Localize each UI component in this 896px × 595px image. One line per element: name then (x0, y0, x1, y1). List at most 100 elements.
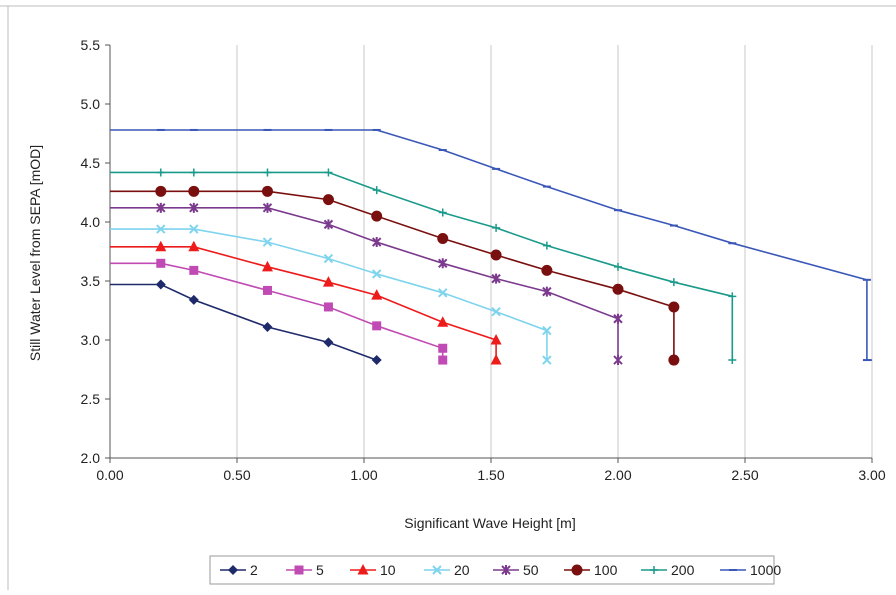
legend-item-50: 50 (493, 562, 539, 578)
x-tick-label: 1.00 (350, 467, 377, 483)
y-tick-label: 2.5 (81, 391, 101, 407)
data-point (155, 185, 167, 197)
gridlines (236, 45, 873, 458)
series-200 (110, 168, 737, 365)
legend-swatch-marker (501, 565, 511, 575)
tick-labels: 0.00 0.50 1.00 1.50 2.00 2.50 3.00 2.0 2.5 3.0 3.5… (81, 37, 886, 483)
data-point (372, 321, 382, 331)
data-point (323, 219, 334, 230)
data-point (188, 240, 200, 252)
data-point (189, 265, 199, 275)
data-point (437, 316, 449, 327)
data-point (262, 285, 272, 295)
data-point (189, 168, 198, 177)
series-line-5 (110, 262, 444, 361)
data-point (613, 313, 623, 324)
legend-item-20: 20 (424, 562, 470, 578)
y-tick-label: 5.0 (81, 96, 101, 112)
data-point (614, 262, 622, 271)
data-point (372, 186, 381, 195)
data-point (668, 301, 680, 313)
x-tick-label: 0.50 (223, 467, 250, 483)
legend-label: 200 (671, 562, 695, 578)
legend-label: 20 (454, 562, 470, 578)
data-point (323, 253, 334, 264)
data-point (156, 224, 166, 234)
data-point (438, 343, 448, 353)
legend-label: 1000 (750, 562, 781, 578)
data-point (261, 260, 273, 272)
data-point (542, 241, 551, 250)
data-point (669, 278, 678, 287)
data-point (490, 354, 502, 365)
data-point (490, 249, 502, 261)
y-tick-label: 4.5 (81, 155, 101, 171)
series-line-100 (110, 190, 675, 361)
legend: 2 5 10 20 50 100 200 1000 (209, 555, 781, 585)
legend-swatch-marker (571, 564, 583, 576)
y-tick-label: 3.5 (81, 273, 101, 289)
data-point (491, 273, 501, 284)
data-point (491, 306, 501, 317)
data-point (542, 355, 552, 365)
x-tick-label: 3.00 (858, 467, 885, 483)
x-tick-label: 0.00 (96, 467, 123, 483)
axes (105, 44, 873, 463)
y-tick-label: 2.0 (81, 450, 101, 466)
data-point (542, 286, 552, 297)
data-point (541, 264, 553, 276)
y-tick-label: 4.0 (81, 214, 101, 230)
data-point (371, 289, 383, 300)
data-point (371, 210, 383, 222)
series-20 (110, 224, 552, 365)
data-point (189, 202, 199, 213)
data-point (437, 233, 449, 245)
data-point (188, 185, 200, 197)
legend-label: 10 (380, 562, 396, 578)
data-point (322, 276, 334, 287)
legend-swatch-marker (228, 565, 238, 575)
data-point (490, 334, 502, 345)
legend-label: 100 (594, 562, 618, 578)
data-point (613, 355, 623, 366)
legend-item-100: 100 (564, 562, 618, 578)
legend-label: 50 (523, 562, 539, 578)
data-point (323, 337, 334, 348)
data-point (189, 224, 199, 234)
data-point (261, 185, 273, 197)
legend-item-200: 200 (641, 562, 695, 578)
data-point (322, 194, 334, 206)
data-point (438, 258, 448, 269)
series-line-20 (110, 228, 548, 361)
data-point (728, 356, 737, 365)
data-point (263, 168, 272, 177)
data-point (542, 325, 552, 336)
y-tick-label: 3.0 (81, 332, 101, 348)
data-point (371, 237, 382, 248)
data-point (438, 208, 447, 217)
data-point (188, 294, 199, 305)
series-50 (110, 202, 623, 366)
data-point (262, 237, 273, 247)
data-point (371, 269, 382, 279)
x-tick-label: 1.50 (477, 467, 504, 483)
legend-item-5: 5 (286, 562, 324, 578)
legend-label: 5 (316, 562, 324, 578)
legend-swatch-marker (432, 565, 442, 575)
series-1000 (110, 128, 872, 362)
y-tick-label: 5.5 (81, 37, 101, 53)
data-point (492, 223, 501, 232)
y-axis-title: Still Water Level from SEPA [mOD] (27, 145, 43, 361)
data-point (156, 258, 166, 268)
data-point (438, 355, 448, 365)
legend-item-1000: 1000 (720, 562, 781, 578)
data-point (371, 355, 382, 366)
legend-swatch-marker (294, 565, 304, 575)
data-point (156, 202, 166, 213)
data-point (156, 168, 165, 177)
legend-label: 2 (250, 562, 258, 578)
data-point (324, 168, 333, 177)
data-point (262, 322, 273, 333)
